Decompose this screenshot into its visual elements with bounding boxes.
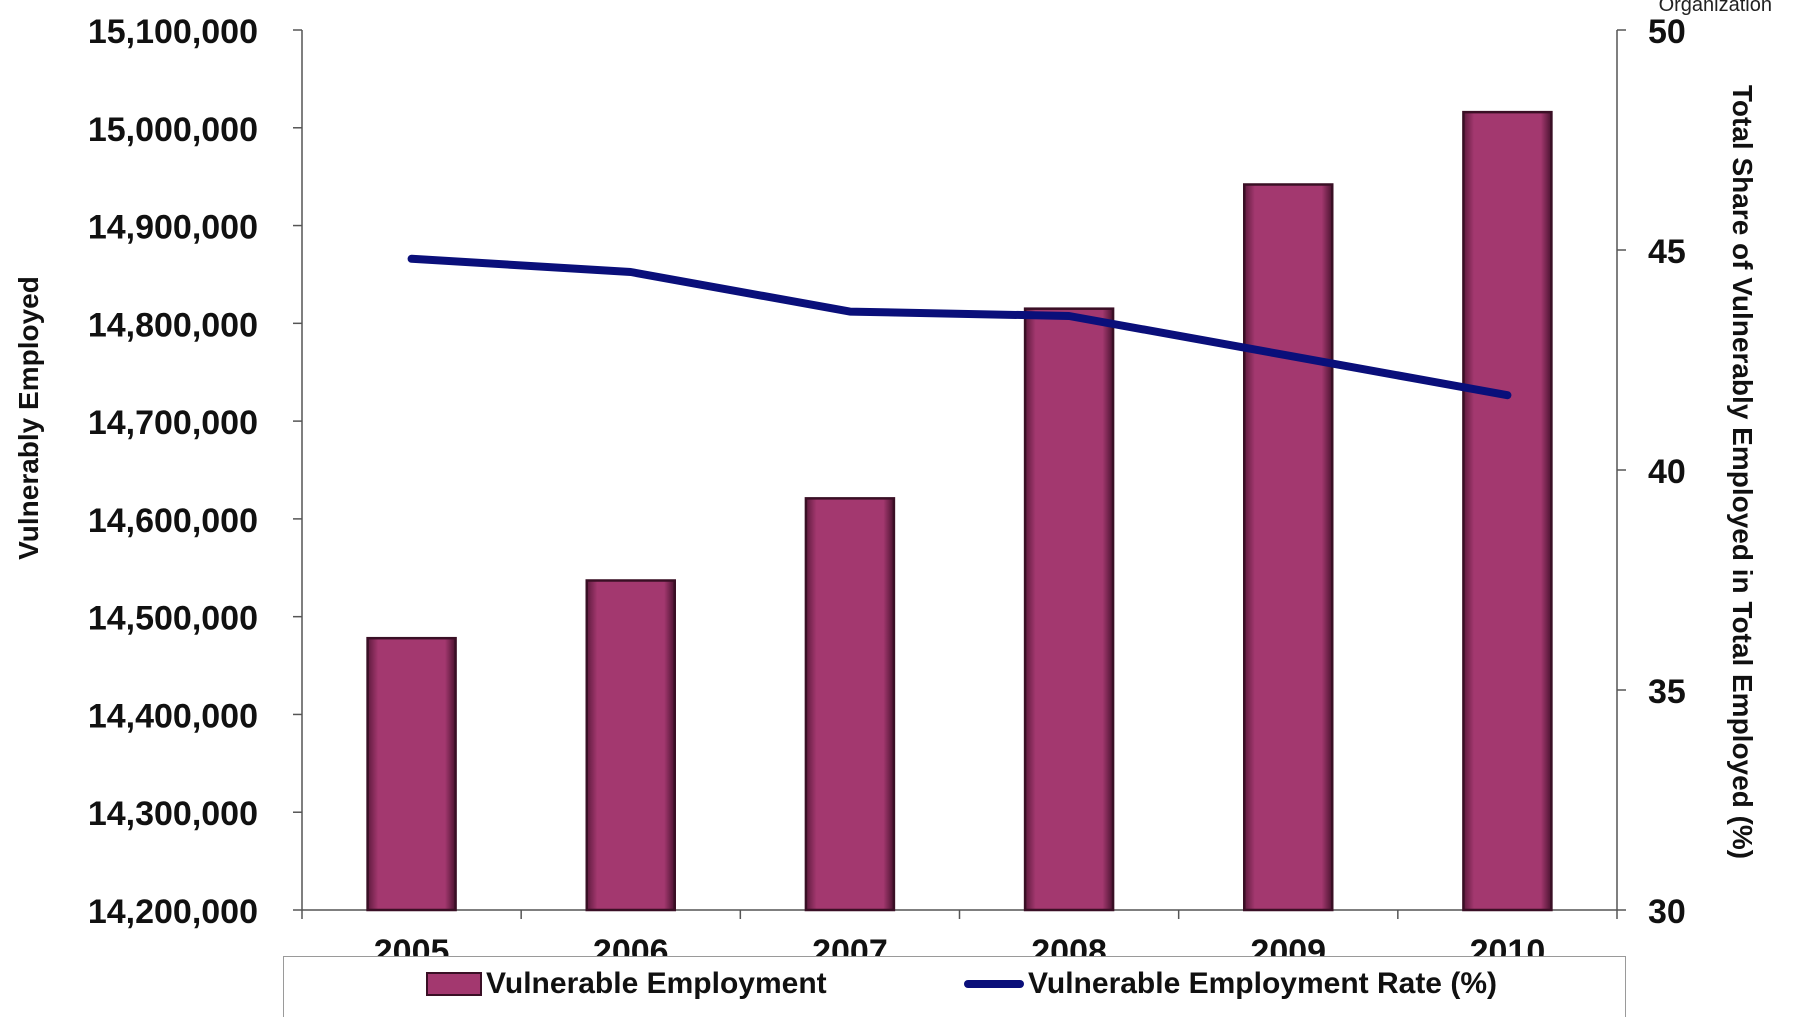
y-tick-label-right: 50: [1648, 13, 1686, 51]
legend-bar-label: Vulnerable Employment: [486, 967, 827, 1001]
legend-line-label: Vulnerable Employment Rate (%): [1028, 967, 1497, 1001]
y-tick-label-left: 14,600,000: [88, 502, 258, 540]
legend-item-line[interactable]: Vulnerable Employment Rate (%): [964, 967, 1497, 1001]
y-tick-label-left: 14,400,000: [88, 697, 258, 735]
y-tick-label-left: 14,700,000: [88, 404, 258, 442]
rate-line: [412, 259, 1508, 395]
y-tick-label-left: 15,000,000: [88, 111, 258, 149]
legend-bar-swatch: [426, 972, 482, 996]
y-tick-label-right: 35: [1648, 673, 1686, 711]
bar-2008: [1025, 309, 1113, 910]
y-axis-title: Vulnerably Employed: [13, 276, 44, 560]
y-tick-label-left: 14,800,000: [88, 306, 258, 344]
corner-note: Organization: [1659, 0, 1772, 17]
bar-2007: [806, 498, 894, 910]
y-tick-label-left: 15,100,000: [88, 13, 258, 51]
bar-2006: [587, 580, 675, 910]
bar-2009: [1244, 184, 1332, 910]
bar-2005: [368, 638, 456, 910]
legend-item-bar[interactable]: Vulnerable Employment: [426, 967, 827, 1001]
y-tick-label-left: 14,900,000: [88, 209, 258, 247]
y-tick-label-right: 45: [1648, 233, 1686, 271]
bar-2010: [1463, 112, 1551, 910]
y-tick-label-right: 30: [1648, 893, 1686, 931]
legend: Vulnerable Employment Vulnerable Employm…: [283, 956, 1626, 1017]
y-tick-label-right: 40: [1648, 453, 1686, 491]
legend-line-swatch: [964, 980, 1024, 988]
y-tick-label-left: 14,200,000: [88, 893, 258, 931]
y-tick-label-left: 14,500,000: [88, 600, 258, 638]
y-tick-label-left: 14,300,000: [88, 795, 258, 833]
y2-axis-title: Total Share of Vulnerably Employed in To…: [1727, 85, 1758, 859]
